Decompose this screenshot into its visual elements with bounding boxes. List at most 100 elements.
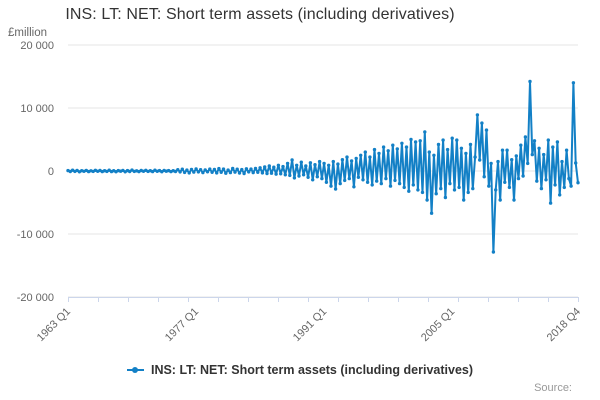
series-point[interactable] bbox=[226, 168, 230, 172]
series-point[interactable] bbox=[553, 183, 557, 187]
series-point[interactable] bbox=[507, 185, 512, 190]
series-point[interactable] bbox=[409, 137, 413, 142]
series-line[interactable] bbox=[67, 80, 579, 253]
series-point[interactable] bbox=[333, 187, 338, 191]
series-point[interactable] bbox=[361, 178, 365, 182]
series-point[interactable] bbox=[487, 184, 491, 188]
series-point[interactable] bbox=[539, 186, 544, 191]
series-point[interactable] bbox=[482, 175, 486, 179]
series-point[interactable] bbox=[503, 180, 507, 184]
series-point[interactable] bbox=[320, 176, 324, 181]
series-point[interactable] bbox=[574, 161, 578, 165]
series-point[interactable] bbox=[429, 211, 434, 215]
series-point[interactable] bbox=[510, 158, 514, 162]
series-point[interactable] bbox=[251, 170, 255, 175]
series-point[interactable] bbox=[407, 189, 411, 193]
series-point[interactable] bbox=[359, 153, 363, 157]
series-point[interactable] bbox=[560, 159, 564, 164]
series-point[interactable] bbox=[468, 142, 473, 147]
series-point[interactable] bbox=[235, 167, 239, 171]
series-point[interactable] bbox=[331, 159, 335, 164]
series-point[interactable] bbox=[194, 167, 198, 171]
series-point[interactable] bbox=[567, 176, 571, 181]
series-point[interactable] bbox=[494, 188, 498, 192]
series-point[interactable] bbox=[379, 181, 383, 186]
series-point[interactable] bbox=[489, 161, 493, 166]
series-point[interactable] bbox=[452, 188, 457, 192]
series-point[interactable] bbox=[537, 146, 541, 150]
series-point[interactable] bbox=[340, 158, 345, 162]
series-point[interactable] bbox=[301, 173, 306, 177]
series-point[interactable] bbox=[512, 198, 516, 202]
plot-area[interactable]: 20 000 10 000 0 -10 000 -20 000 1963 Q1 1977 Q… bbox=[0, 0, 600, 355]
series-point[interactable] bbox=[173, 169, 178, 174]
series-point[interactable] bbox=[317, 159, 322, 164]
series-point[interactable] bbox=[315, 175, 319, 179]
series-point[interactable] bbox=[416, 188, 420, 192]
series-point[interactable] bbox=[530, 152, 534, 157]
series-point[interactable] bbox=[249, 167, 253, 171]
series-point[interactable] bbox=[505, 148, 509, 152]
series-point[interactable] bbox=[521, 174, 525, 178]
series-point[interactable] bbox=[208, 167, 212, 171]
series-point[interactable] bbox=[418, 139, 422, 143]
series-point[interactable] bbox=[269, 171, 274, 175]
series-point[interactable] bbox=[576, 181, 580, 185]
series-point[interactable] bbox=[281, 164, 285, 169]
series-point[interactable] bbox=[555, 140, 560, 144]
series-point[interactable] bbox=[569, 184, 573, 188]
series-point[interactable] bbox=[201, 170, 205, 175]
legend-item[interactable]: INS: LT: NET: Short term assets (includi… bbox=[0, 363, 600, 377]
series-point[interactable] bbox=[349, 159, 354, 163]
series-point[interactable] bbox=[347, 176, 351, 181]
series-point[interactable] bbox=[354, 156, 358, 161]
series-point[interactable] bbox=[292, 176, 297, 180]
series-point[interactable] bbox=[393, 178, 397, 183]
series-point[interactable] bbox=[228, 170, 233, 175]
series-point[interactable] bbox=[571, 81, 576, 85]
series-point[interactable] bbox=[327, 163, 331, 167]
series-point[interactable] bbox=[231, 166, 235, 171]
series-point[interactable] bbox=[260, 171, 265, 175]
series-point[interactable] bbox=[400, 141, 404, 145]
series-point[interactable] bbox=[523, 135, 528, 139]
series-point[interactable] bbox=[546, 138, 550, 142]
series-point[interactable] bbox=[217, 166, 221, 171]
series-point[interactable] bbox=[240, 167, 244, 172]
series-point[interactable] bbox=[212, 167, 217, 172]
series-point[interactable] bbox=[221, 167, 226, 171]
series-point[interactable] bbox=[215, 171, 219, 175]
series-point[interactable] bbox=[564, 148, 569, 152]
series-point[interactable] bbox=[322, 161, 326, 166]
series-point[interactable] bbox=[274, 172, 278, 176]
series-point[interactable] bbox=[514, 154, 518, 158]
series-point[interactable] bbox=[233, 170, 237, 174]
series-point[interactable] bbox=[411, 183, 415, 187]
series-point[interactable] bbox=[548, 201, 553, 205]
series-point[interactable] bbox=[265, 171, 269, 176]
series-point[interactable] bbox=[441, 138, 445, 142]
series-point[interactable] bbox=[475, 113, 480, 117]
series-point[interactable] bbox=[464, 151, 468, 156]
series-point[interactable] bbox=[386, 149, 390, 153]
series-point[interactable] bbox=[500, 148, 505, 152]
series-point[interactable] bbox=[203, 168, 207, 172]
series-point[interactable] bbox=[455, 138, 459, 142]
series-point[interactable] bbox=[372, 147, 377, 152]
series-point[interactable] bbox=[343, 178, 347, 183]
series-point[interactable] bbox=[276, 163, 281, 167]
series-point[interactable] bbox=[198, 168, 203, 172]
series-point[interactable] bbox=[224, 171, 228, 175]
series-point[interactable] bbox=[242, 171, 246, 176]
series-point[interactable] bbox=[182, 170, 187, 175]
series-point[interactable] bbox=[388, 184, 393, 188]
series-point[interactable] bbox=[311, 178, 315, 182]
series-point[interactable] bbox=[279, 172, 283, 176]
series-point[interactable] bbox=[542, 152, 546, 157]
series-point[interactable] bbox=[356, 175, 361, 179]
series-point[interactable] bbox=[466, 190, 470, 195]
series-point[interactable] bbox=[526, 161, 530, 166]
series-point[interactable] bbox=[185, 168, 189, 172]
series-point[interactable] bbox=[377, 151, 381, 156]
series-point[interactable] bbox=[491, 250, 496, 254]
